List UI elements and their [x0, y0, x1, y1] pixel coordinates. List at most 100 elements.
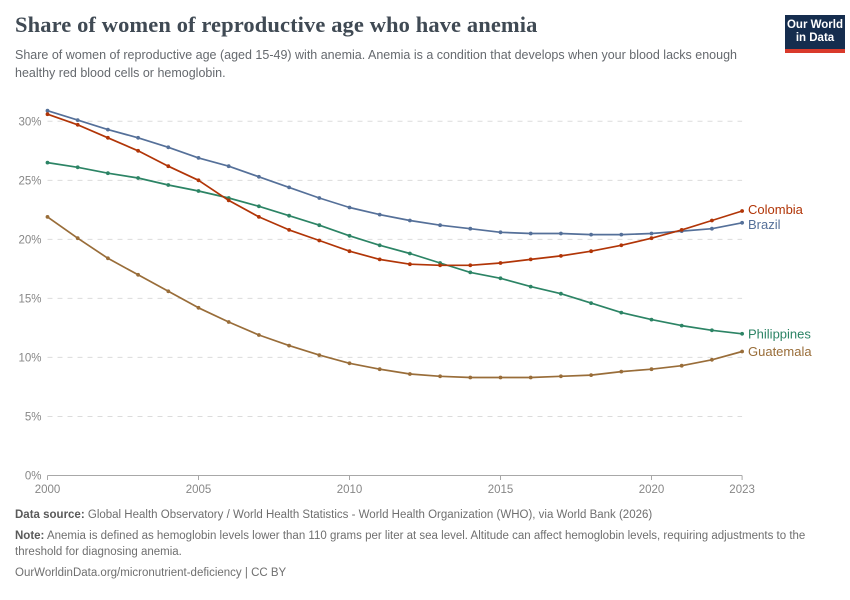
data-point[interactable] — [226, 164, 231, 169]
data-point[interactable] — [528, 375, 533, 380]
data-point[interactable] — [196, 156, 201, 160]
owid-url-link[interactable]: OurWorldinData.org/micronutrient-deficie… — [15, 566, 242, 579]
data-point[interactable] — [649, 231, 654, 236]
data-point[interactable] — [528, 231, 533, 236]
data-point[interactable] — [408, 218, 412, 223]
data-point[interactable] — [589, 301, 593, 305]
data-point[interactable] — [196, 305, 201, 310]
data-point[interactable] — [408, 262, 412, 267]
data-point[interactable] — [438, 374, 442, 379]
data-point[interactable] — [408, 251, 412, 256]
data-point[interactable] — [649, 317, 654, 322]
data-point[interactable] — [106, 171, 110, 176]
data-point[interactable] — [196, 178, 201, 183]
data-point[interactable] — [679, 363, 684, 368]
data-point[interactable] — [740, 349, 744, 354]
data-point[interactable] — [45, 112, 50, 117]
license-link[interactable]: CC BY — [251, 566, 287, 579]
data-point[interactable] — [498, 375, 503, 380]
data-point[interactable] — [438, 263, 442, 268]
data-point[interactable] — [498, 261, 503, 265]
data-point[interactable] — [257, 333, 261, 337]
data-point[interactable] — [75, 118, 80, 122]
data-point[interactable] — [347, 205, 352, 210]
data-point[interactable] — [166, 145, 171, 150]
data-point[interactable] — [710, 328, 714, 333]
data-point[interactable] — [559, 231, 563, 236]
data-point[interactable] — [740, 331, 744, 336]
data-point[interactable] — [377, 257, 382, 262]
data-point[interactable] — [468, 263, 473, 268]
series-label-philippines[interactable]: Philippines — [748, 326, 811, 341]
data-point[interactable] — [106, 127, 110, 132]
data-point[interactable] — [45, 108, 50, 113]
data-point[interactable] — [75, 236, 80, 241]
data-point[interactable] — [166, 289, 171, 294]
data-point[interactable] — [589, 232, 593, 237]
data-point[interactable] — [528, 284, 533, 289]
data-point[interactable] — [136, 272, 141, 277]
data-point[interactable] — [287, 213, 291, 218]
data-point[interactable] — [740, 209, 744, 213]
data-point[interactable] — [468, 375, 473, 380]
data-point[interactable] — [589, 373, 593, 377]
data-point[interactable] — [347, 249, 352, 254]
data-point[interactable] — [75, 122, 80, 127]
data-point[interactable] — [468, 226, 473, 231]
data-point[interactable] — [377, 243, 382, 248]
data-point[interactable] — [106, 256, 110, 261]
data-point[interactable] — [468, 270, 473, 275]
data-point[interactable] — [408, 372, 412, 376]
data-point[interactable] — [166, 164, 171, 169]
data-point[interactable] — [257, 204, 261, 209]
data-point[interactable] — [166, 183, 171, 187]
data-point[interactable] — [740, 220, 744, 225]
data-point[interactable] — [226, 198, 231, 203]
data-point[interactable] — [257, 174, 261, 179]
data-point[interactable] — [287, 343, 291, 348]
data-point[interactable] — [287, 185, 291, 190]
data-point[interactable] — [317, 196, 322, 200]
data-point[interactable] — [45, 215, 50, 219]
data-point[interactable] — [498, 230, 503, 235]
data-point[interactable] — [559, 254, 563, 258]
data-point[interactable] — [347, 233, 352, 238]
series-label-brazil[interactable]: Brazil — [748, 217, 781, 232]
data-point[interactable] — [649, 236, 654, 241]
series-line-colombia[interactable] — [47, 113, 743, 267]
data-point[interactable] — [559, 374, 563, 379]
data-point[interactable] — [317, 223, 322, 228]
data-point[interactable] — [559, 291, 563, 296]
owid-logo[interactable]: Our World in Data — [785, 15, 845, 53]
data-point[interactable] — [619, 243, 624, 248]
series-label-colombia[interactable]: Colombia — [748, 202, 804, 217]
data-point[interactable] — [619, 310, 624, 315]
data-point[interactable] — [528, 257, 533, 262]
series-line-guatemala[interactable] — [47, 216, 743, 379]
data-point[interactable] — [498, 276, 503, 281]
data-point[interactable] — [649, 367, 654, 372]
data-point[interactable] — [136, 176, 141, 180]
series-label-guatemala[interactable]: Guatemala — [748, 344, 812, 359]
data-point[interactable] — [710, 357, 714, 362]
data-point[interactable] — [287, 228, 291, 232]
data-point[interactable] — [196, 189, 201, 193]
data-point[interactable] — [679, 323, 684, 328]
data-point[interactable] — [710, 226, 714, 231]
series-line-philippines[interactable] — [47, 161, 743, 335]
data-point[interactable] — [226, 320, 231, 324]
data-point[interactable] — [257, 215, 261, 219]
data-point[interactable] — [75, 165, 80, 170]
series-line-brazil[interactable] — [47, 109, 743, 236]
data-point[interactable] — [347, 361, 352, 366]
data-point[interactable] — [317, 238, 322, 243]
data-point[interactable] — [136, 148, 141, 153]
data-point[interactable] — [377, 212, 382, 217]
data-point[interactable] — [377, 367, 382, 372]
data-point[interactable] — [619, 232, 624, 237]
data-point[interactable] — [679, 228, 684, 232]
data-point[interactable] — [106, 135, 110, 140]
data-point[interactable] — [438, 223, 442, 228]
data-point[interactable] — [317, 353, 322, 357]
data-point[interactable] — [45, 160, 50, 165]
